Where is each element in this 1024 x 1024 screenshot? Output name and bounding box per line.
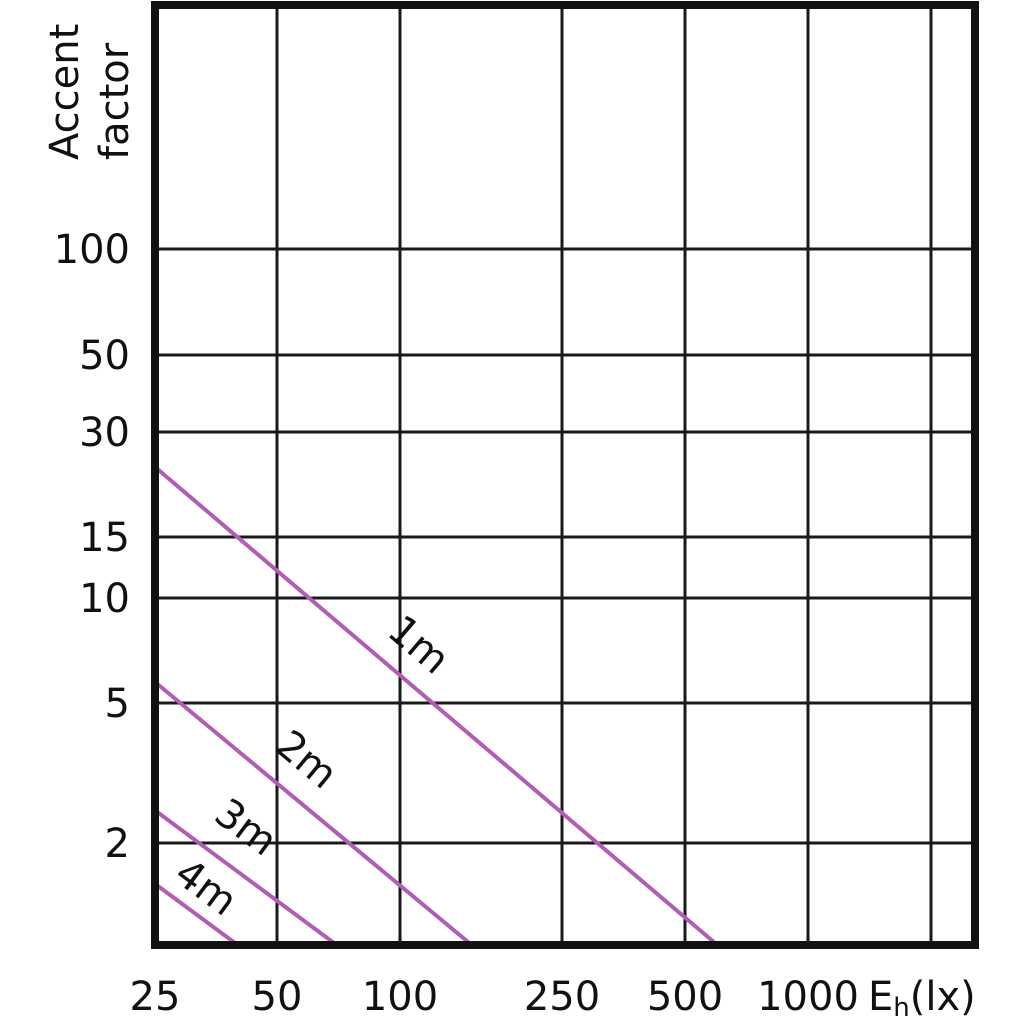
y-tick-label-50: 50 [79,333,130,379]
series-label-4m: 4m [166,850,245,925]
y-tick-label-2: 2 [105,821,130,867]
x-axis-title-unit: (lx) [910,974,976,1020]
series-line-2m [153,680,473,947]
y-tick-label-30: 30 [79,410,130,456]
x-tick-label-50: 50 [252,974,303,1020]
series-line-3m [153,808,338,947]
series-line-1m [153,465,719,947]
x-axis-title-main: E [868,974,893,1020]
series-lines [153,465,719,947]
y-tick-label-5: 5 [105,681,130,727]
series-label-3m: 3m [206,790,285,865]
series-line-4m [153,882,239,947]
series-label-1m: 1m [379,607,458,684]
x-tick-label-100: 100 [362,974,438,1020]
y-axis-title: Accent factor [42,24,138,160]
x-tick-label-250: 250 [524,974,600,1020]
plot-frame [151,1,979,949]
y-tick-label-15: 15 [79,515,130,561]
x-axis-title: Eh(lx) [868,974,976,1023]
horizontal-gridlines [155,247,975,845]
x-axis-title-sub: h [893,993,909,1023]
y-tick-label-10: 10 [79,576,130,622]
y-tick-labels: 2 5 10 15 30 50 100 [54,227,130,867]
y-axis-title-line1: Accent [42,24,88,160]
x-tick-label-25: 25 [130,974,181,1020]
y-tick-label-100: 100 [54,227,130,273]
x-tick-label-1000: 1000 [757,974,859,1020]
x-tick-label-500: 500 [647,974,723,1020]
x-tick-labels: 25 50 100 250 500 1000 [130,974,859,1020]
y-axis-title-line2: factor [92,42,138,160]
vertical-gridlines [275,5,933,945]
